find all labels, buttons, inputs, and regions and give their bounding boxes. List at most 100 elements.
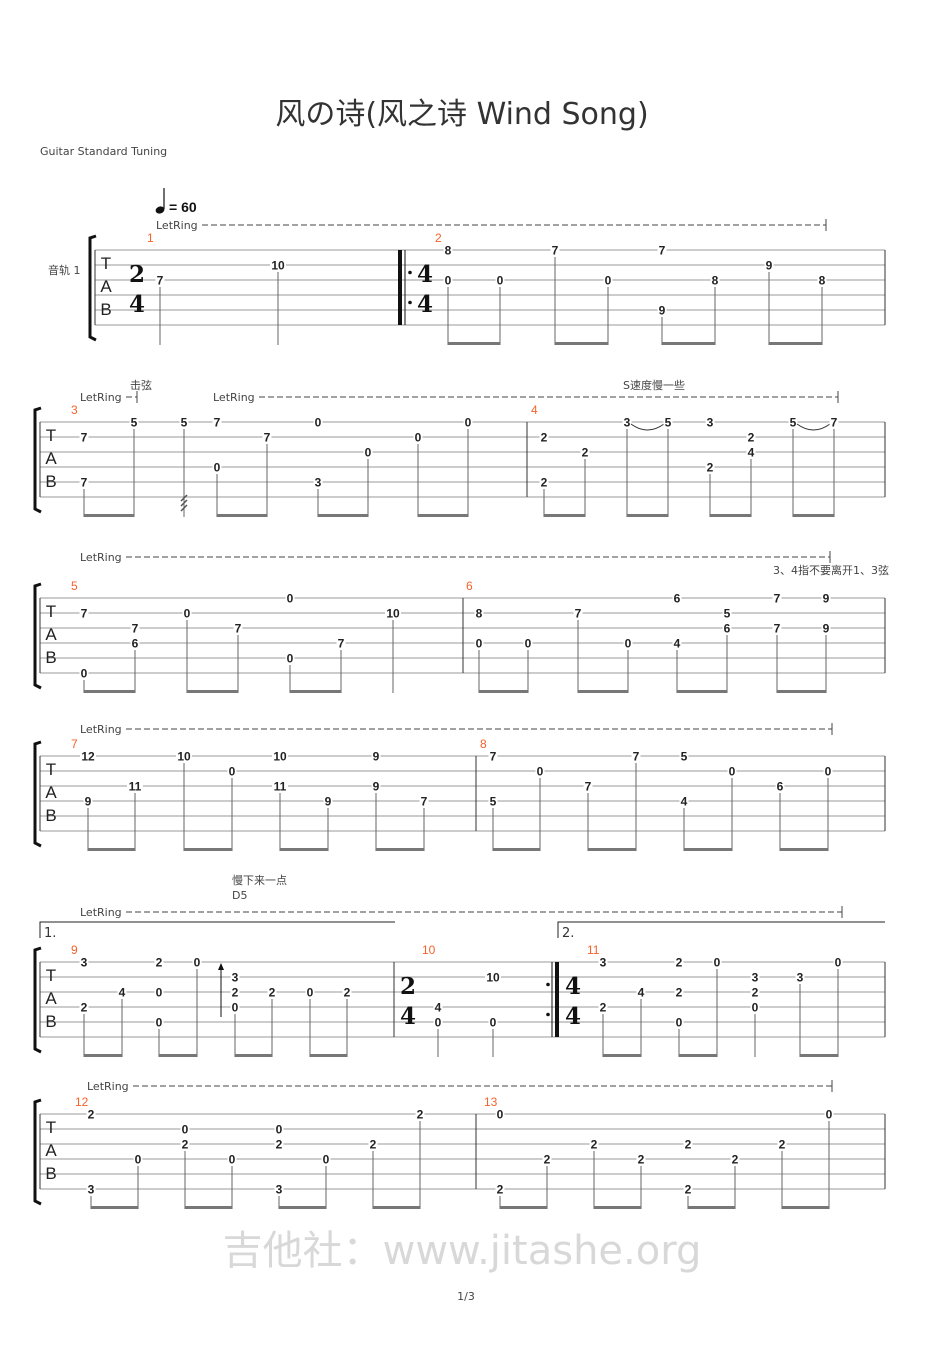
fret-mask [127,780,143,792]
fret-number: 4 [674,637,681,651]
fret-mask [230,986,240,998]
fret-mask [86,1108,96,1120]
fret-number: 7 [81,476,88,490]
fret-number: 7 [81,431,88,445]
fret-mask [485,971,501,983]
fret-mask [285,652,295,664]
fret-number: 7 [774,622,781,636]
volta-2: 2. [557,921,885,941]
fret-number: 0 [182,1123,189,1137]
fret-mask [722,622,732,634]
fret-number: 0 [156,986,163,1000]
fret-number: 2 [541,431,548,445]
fret-number: 0 [825,765,832,779]
fret-mask [674,956,684,968]
volta-2-bracket [557,921,885,938]
tab-clef-letter: T [101,254,111,273]
fret-mask [674,986,684,998]
chord-name: D5 [232,889,247,902]
fret-mask [821,592,831,604]
fret-mask [371,750,381,762]
fret-number: 7 [831,416,838,430]
fret-number: 7 [235,622,242,636]
fret-mask [663,416,673,428]
measure-number: 2 [435,231,442,245]
repeat-end-thick [555,962,559,1037]
fret-number: 8 [445,244,452,258]
fret-number: 5 [181,416,188,430]
fret-mask [488,1016,498,1028]
beam [184,848,232,851]
tempo-value: = 60 [169,199,197,215]
fret-mask [583,780,593,792]
track-label: 音轨 1 [48,263,81,277]
fret-mask [415,1108,425,1120]
fret-number: 2 [497,1183,504,1197]
beam [318,514,368,517]
fret-mask [212,461,222,473]
tab-clef-letter: T [46,1118,56,1137]
beam [578,690,628,693]
fret-mask [539,431,549,443]
measure-number: 1 [147,231,154,245]
fret-number: 2 [685,1138,692,1152]
fret-number: 4 [748,446,755,460]
fret-number: 10 [486,971,500,985]
fret-number: 0 [184,607,191,621]
fret-mask [823,765,833,777]
beam [84,1054,122,1057]
fret-mask [674,1016,684,1028]
fret-mask [598,956,608,968]
measure-number: 5 [71,579,78,593]
fret-mask [775,780,785,792]
fret-mask [535,765,545,777]
fret-number: 0 [752,1001,759,1015]
fret-number: 0 [365,446,372,460]
beam [217,514,267,517]
letring-label: LetRing [87,1080,129,1093]
fret-mask [589,1138,599,1150]
fret-mask [130,622,140,634]
tab-clef-letter: A [45,625,57,644]
tab-clef-letter: T [46,426,56,445]
fret-number: 2 [676,956,683,970]
fret-mask [274,1138,284,1150]
fret-number: 0 [490,1016,497,1030]
fret-mask [274,1183,284,1195]
measure-number: 9 [71,943,78,957]
fret-mask [603,274,613,286]
fret-number: 7 [214,416,221,430]
fret-mask [272,750,288,762]
fret-mask [636,1153,646,1165]
fret-mask [672,637,682,649]
score-title: 风の诗(风之诗 Wind Song) [275,97,648,132]
repeat-dot [408,300,412,305]
beam [280,848,328,851]
beam [793,514,834,517]
fret-number: 0 [415,431,422,445]
fret-number: 0 [232,1001,239,1015]
fret-mask [385,607,401,619]
fret-mask [730,1153,740,1165]
fret-number: 6 [724,622,731,636]
fret-mask [573,607,583,619]
fret-mask [488,750,498,762]
fret-mask [495,274,505,286]
fret-number: 5 [131,416,138,430]
fret-mask [443,274,453,286]
fret-number: 0 [476,637,483,651]
fret-number: 7 [633,750,640,764]
tab-clef-letter: A [45,449,57,468]
letring-label: LetRing [80,551,122,564]
fret-number: 5 [490,795,497,809]
system-bracket [33,740,42,848]
fret-mask [230,971,240,983]
fret-number: 7 [81,607,88,621]
fret-number: 2 [752,986,759,1000]
fret-mask [474,637,484,649]
fret-number: 12 [81,750,95,764]
tab-clef-letter: B [45,1012,56,1031]
beam [777,690,826,693]
